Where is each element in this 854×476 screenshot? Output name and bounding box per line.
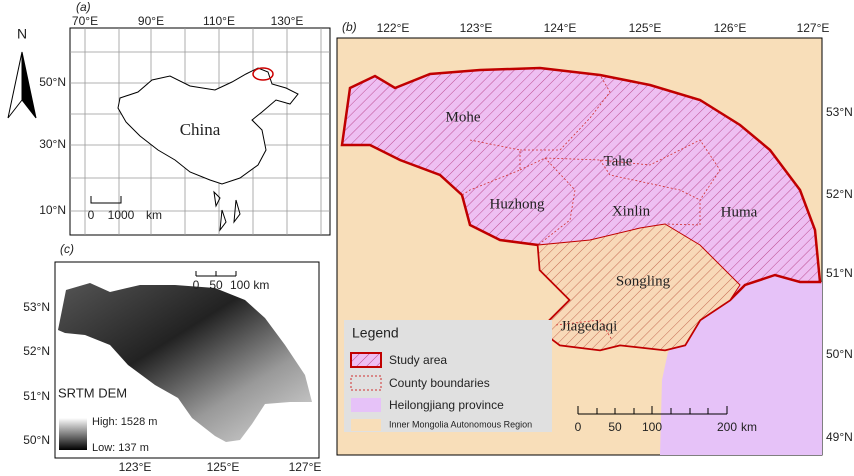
north-arrow: N	[7, 26, 37, 119]
scale-label: 100	[642, 420, 662, 434]
scale-label: 0	[575, 420, 582, 434]
legend-label: County boundaries	[389, 376, 490, 390]
scale-label: 0	[88, 208, 95, 222]
county-label: Xinlin	[612, 203, 651, 219]
lat-label: 49°N	[826, 430, 853, 444]
dem-low: Low: 137 m	[92, 442, 149, 454]
lat-label: 10°N	[39, 203, 66, 217]
country-label: China	[180, 120, 221, 139]
lon-label: 127°E	[289, 460, 322, 474]
legend-swatch	[350, 375, 382, 391]
dem-high: High: 1528 m	[92, 416, 157, 428]
lon-label: 90°E	[138, 14, 164, 28]
legend: Legend Study area County boundaries Heil…	[344, 320, 552, 432]
scale-label: 50	[608, 420, 622, 434]
north-label: N	[17, 26, 27, 42]
scale-bar	[195, 271, 237, 277]
panel-b: (b) Mohe Tahe Huzhong Xinlin Huma Songli…	[336, 20, 853, 456]
legend-swatch	[351, 398, 381, 412]
county-boundaries	[461, 74, 721, 341]
dem-legend-title: SRTM DEM	[58, 385, 127, 400]
lat-label: 52°N	[826, 187, 853, 201]
panel-label: (a)	[76, 0, 91, 14]
songling-area	[537, 223, 741, 351]
lon-label: 123°E	[460, 21, 493, 35]
dem-raster	[58, 283, 312, 442]
lon-label: 127°E	[797, 21, 830, 35]
legend-title: Legend	[352, 325, 399, 341]
county-label: Huma	[721, 204, 758, 220]
scale-label: 100 km	[230, 278, 269, 292]
scale-label: 0	[193, 278, 200, 292]
scale-bar	[577, 406, 728, 415]
lat-label: 30°N	[39, 137, 66, 151]
scale-label: km	[146, 208, 162, 222]
panel-a: (a) China 70°E 90°E 110°E 130°E 50°N 30°…	[39, 0, 331, 236]
lon-label: 124°E	[544, 21, 577, 35]
lon-label: 110°E	[203, 14, 235, 28]
panel-c: (c) 0 50 100 km SRTM DEM High: 1528 m Lo…	[23, 242, 321, 474]
scale-label: 200	[717, 420, 737, 434]
scale-label: 50	[209, 278, 223, 292]
county-label: Songling	[616, 273, 671, 289]
lat-label: 51°N	[826, 266, 853, 280]
scale-bar	[90, 196, 122, 204]
lon-label: 125°E	[629, 21, 662, 35]
lat-label: 50°N	[39, 75, 66, 89]
lon-label: 123°E	[119, 460, 152, 474]
lon-label: 126°E	[714, 21, 747, 35]
islands	[213, 190, 241, 232]
lat-label: 50°N	[826, 347, 853, 361]
legend-swatch	[351, 419, 381, 431]
county-label: Jiagedaqi	[561, 318, 618, 334]
legend-box	[344, 320, 552, 432]
scale-label: 1000	[108, 208, 135, 222]
legend-label: Inner Mongolia Autonomous Region	[389, 419, 532, 429]
lat-label: 51°N	[23, 389, 50, 403]
legend-label: Study area	[389, 353, 447, 367]
county-label: Huzhong	[490, 196, 545, 212]
county-label: Mohe	[446, 109, 481, 125]
china-outline	[117, 67, 299, 185]
legend-swatch	[350, 352, 382, 368]
lat-label: 53°N	[23, 300, 50, 314]
panel-label: (c)	[60, 242, 74, 256]
graticule	[70, 28, 330, 235]
lat-label: 52°N	[23, 344, 50, 358]
study-area-marker	[252, 67, 274, 81]
legend-label: Heilongjiang province	[389, 398, 504, 412]
scale-label: km	[741, 420, 757, 434]
lat-label: 53°N	[826, 105, 853, 119]
lon-label: 130°E	[271, 14, 304, 28]
lon-label: 122°E	[377, 21, 410, 35]
dem-color-key	[59, 418, 87, 450]
panel-label: (b)	[342, 20, 357, 34]
lon-label: 125°E	[207, 460, 240, 474]
lon-label: 70°E	[72, 14, 98, 28]
lat-label: 50°N	[23, 433, 50, 447]
county-label: Tahe	[604, 153, 633, 169]
